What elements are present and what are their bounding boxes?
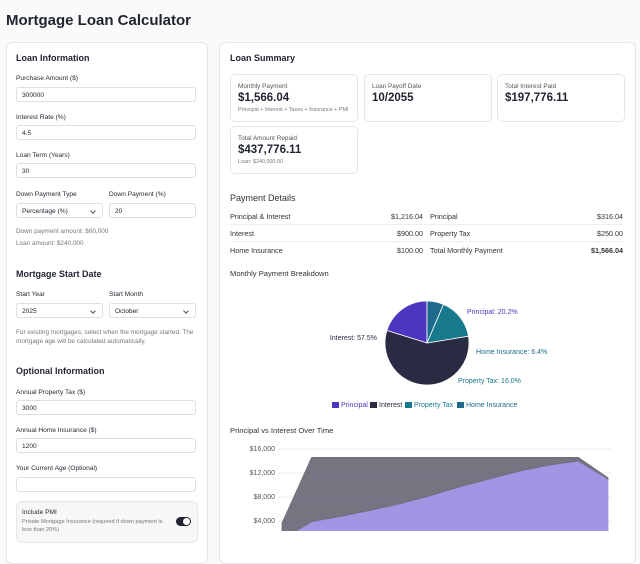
legend-swatch: [332, 402, 339, 408]
y-tick-label: $16,000: [250, 446, 275, 453]
detail-label: Principal: [430, 212, 458, 221]
legend-swatch: [405, 402, 412, 408]
row-divider: [230, 224, 623, 225]
toggle[interactable]: [176, 517, 191, 526]
summary-card: Total Interest Paid $197,776.11: [497, 74, 625, 122]
field-label: Loan Term (Years): [16, 152, 70, 159]
field-label: Down Payment Type: [16, 191, 77, 198]
card-label: Total Interest Paid: [505, 83, 557, 90]
summary-card: Monthly Payment $1,566.04 Principal + In…: [230, 74, 358, 122]
page-title: Mortgage Loan Calculator: [6, 12, 192, 29]
page: Mortgage Loan Calculator Loan Informatio…: [0, 0, 640, 531]
detail-value: $900.00: [397, 229, 423, 238]
card-value: $1,566.04: [238, 92, 290, 104]
slice-label: Principal: 20.2%: [467, 309, 518, 316]
note: Down payment amount: $60,000: [16, 228, 109, 235]
section-title: Mortgage Start Date: [16, 269, 102, 279]
detail-label: Total Monthly Payment: [430, 246, 503, 255]
field-label: Start Year: [16, 291, 45, 298]
field-label: Annual Property Tax ($): [16, 389, 86, 396]
select[interactable]: 2025: [16, 303, 103, 318]
card-note: Principal + Interest + Taxes + Insurance…: [238, 107, 349, 113]
select[interactable]: October: [109, 303, 196, 318]
card-value: $197,776.11: [505, 92, 569, 104]
legend-swatch: [370, 402, 377, 408]
input[interactable]: 4.5: [16, 125, 196, 140]
row-divider: [230, 241, 623, 242]
detail-value: $100.00: [397, 246, 423, 255]
card-label: Monthly Payment: [238, 83, 288, 90]
detail-value: $1,216.04: [391, 212, 423, 221]
field-label: Start Month: [109, 291, 144, 298]
detail-label: Property Tax: [430, 229, 471, 238]
card-note: Loan: $240,000.00: [238, 159, 283, 165]
pie-slice: [426, 300, 444, 344]
summary-card: Total Amount Repaid $437,776.11 Loan: $2…: [230, 126, 358, 174]
note: Private Mortgage Insurance (required if …: [22, 519, 163, 533]
input[interactable]: [16, 477, 196, 492]
detail-value: $316.04: [597, 212, 623, 221]
section-title: Loan Information: [16, 53, 90, 63]
detail-value: $250.00: [597, 229, 623, 238]
input[interactable]: 1200: [16, 438, 196, 453]
slice-label: Interest: 57.5%: [330, 335, 377, 342]
note: Loan amount: $240,000: [16, 240, 84, 247]
detail-label: Principal & Interest: [230, 212, 291, 221]
y-tick-label: $12,000: [250, 470, 275, 477]
legend-label: Interest: [379, 402, 402, 409]
input[interactable]: 30: [16, 163, 196, 178]
pie-slice: [384, 329, 470, 386]
field-label: Include PMI: [22, 509, 57, 516]
card-label: Loan Payoff Date: [372, 83, 422, 90]
card-value: $437,776.11: [238, 144, 302, 156]
field-label: Your Current Age (Optional): [16, 465, 98, 472]
slice-label: Home Insurance: 6.4%: [476, 349, 547, 356]
field-label: Annual Home Insurance ($): [16, 427, 97, 434]
slice-label: Property Tax: 16.0%: [458, 378, 521, 385]
detail-label: Interest: [230, 229, 254, 238]
area: [281, 457, 609, 531]
summary-card: Loan Payoff Date 10/2055: [364, 74, 492, 122]
field-label: Interest Rate (%): [16, 114, 66, 121]
section-title: Payment Details: [230, 193, 296, 203]
detail-label: Home Insurance: [230, 246, 283, 255]
chart-title: Monthly Payment Breakdown: [230, 269, 329, 278]
chart-title: Principal vs Interest Over Time: [230, 426, 333, 435]
legend-label: Home Insurance: [466, 402, 517, 409]
y-tick-label: $8,000: [254, 494, 276, 501]
input[interactable]: 20: [109, 203, 196, 218]
detail-value: $1,566.04: [591, 246, 623, 255]
charts: Monthly Payment Breakdown Principal: 20.2…: [230, 269, 612, 531]
field-label: Down Payment (%): [109, 191, 166, 198]
section-title: Loan Summary: [230, 53, 296, 63]
card-value: 10/2055: [372, 92, 414, 104]
section-title: Optional Information: [16, 366, 105, 376]
select[interactable]: Percentage (%): [16, 203, 103, 218]
input[interactable]: 3000: [16, 400, 196, 415]
legend-label: Principal: [341, 402, 368, 409]
pie-slice: [386, 300, 428, 344]
card-label: Total Amount Repaid: [238, 135, 297, 142]
note: For existing mortgages, select when the …: [16, 329, 194, 345]
input[interactable]: 300000: [16, 87, 196, 102]
y-tick-label: $4,000: [254, 518, 276, 525]
legend-label: Property Tax: [414, 402, 454, 409]
field-label: Purchase Amount ($): [16, 75, 78, 82]
legend-swatch: [457, 402, 464, 408]
